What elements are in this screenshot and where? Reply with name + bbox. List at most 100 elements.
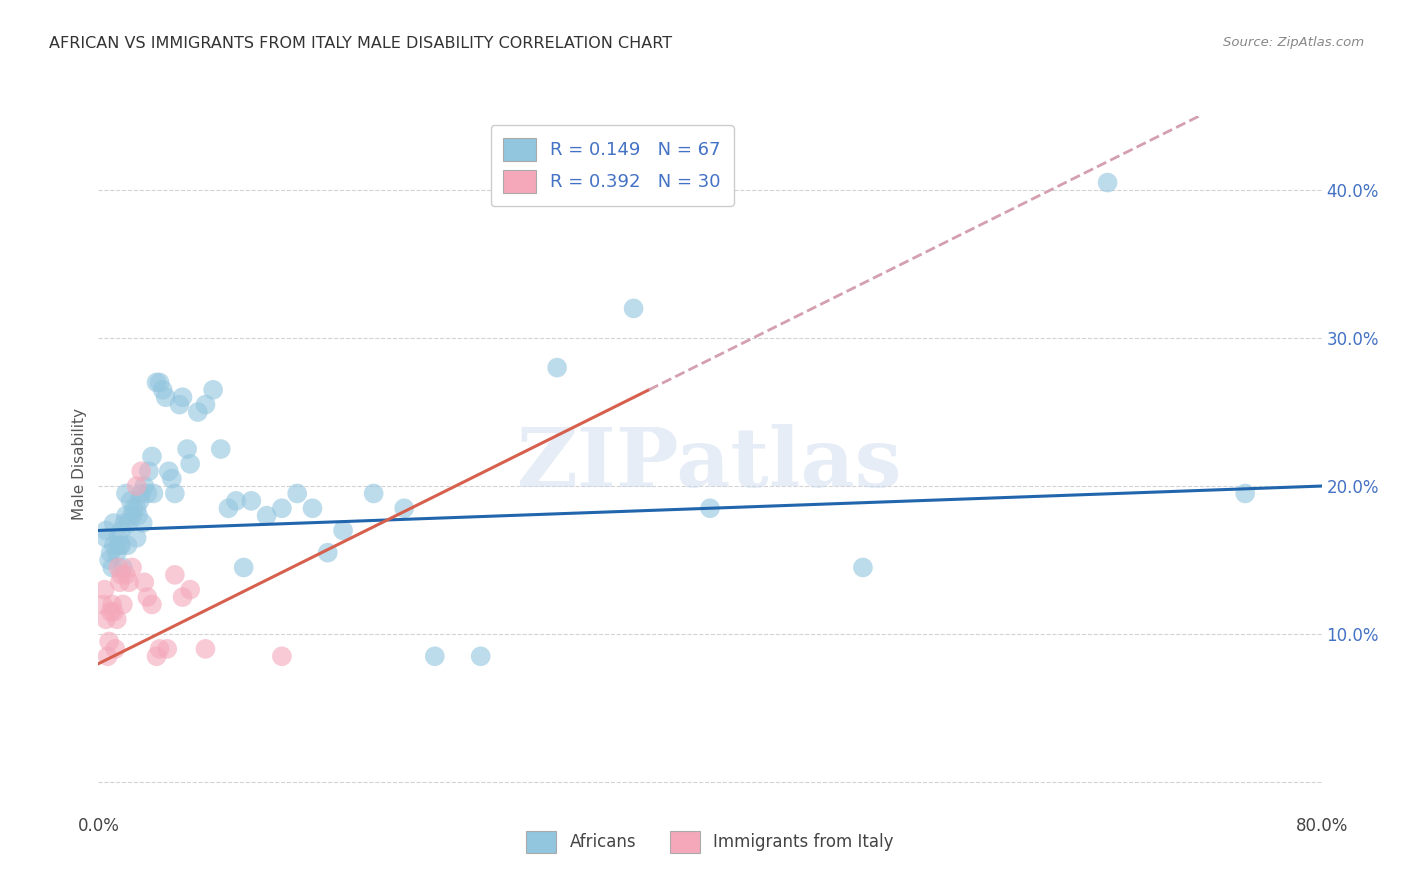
Point (104, 641, 127, 656)
Point (194, 641, 217, 656)
Point (852, 560, 875, 574)
Point (149, 641, 172, 656)
Point (256, 508, 278, 523)
Point (316, 546, 339, 560)
Point (115, 567, 138, 582)
Point (111, 560, 134, 574)
Point (136, 590, 159, 604)
Point (98, 634, 121, 648)
Point (117, 538, 139, 552)
Point (101, 560, 124, 574)
Point (240, 493, 263, 508)
Point (145, 376, 167, 390)
Point (110, 538, 132, 552)
Point (225, 493, 247, 508)
Point (105, 546, 128, 560)
Point (470, 649, 492, 664)
Point (152, 383, 174, 397)
Point (108, 538, 131, 552)
Point (97, 649, 120, 664)
Point (125, 479, 148, 493)
Point (100, 546, 122, 560)
Point (111, 598, 134, 612)
Point (93, 582, 115, 597)
Point (187, 405, 209, 419)
Point (169, 398, 191, 412)
Point (149, 376, 172, 390)
Point (142, 486, 165, 500)
Point (103, 538, 125, 552)
Point (423, 649, 446, 664)
Point (105, 612, 128, 626)
Point (217, 501, 239, 516)
Point (699, 501, 721, 516)
Point (155, 390, 177, 404)
Point (108, 575, 131, 590)
Point (134, 575, 156, 590)
Point (232, 560, 254, 574)
Point (103, 516, 125, 530)
Point (392, 501, 416, 516)
Point (138, 464, 160, 478)
Point (172, 590, 194, 604)
Point (134, 479, 156, 493)
Point (270, 649, 292, 664)
Point (94, 612, 117, 626)
Point (107, 560, 129, 574)
Point (546, 360, 568, 375)
Point (107, 531, 129, 545)
Point (160, 472, 183, 486)
Point (285, 486, 308, 500)
Point (270, 501, 292, 516)
Point (100, 605, 122, 619)
Point (157, 464, 180, 478)
Point (194, 398, 217, 412)
Point (1097, 176, 1119, 190)
Point (125, 531, 148, 545)
Point (172, 390, 194, 404)
Point (163, 486, 186, 500)
Point (115, 508, 138, 523)
Point (129, 486, 152, 500)
Point (110, 524, 132, 538)
Point (332, 524, 354, 538)
Point (120, 493, 142, 508)
Point (129, 464, 152, 478)
Point (176, 442, 198, 456)
Point (179, 457, 201, 471)
Point (127, 508, 149, 523)
Point (128, 493, 150, 508)
Point (202, 383, 225, 397)
Point (125, 501, 148, 516)
Point (179, 582, 201, 597)
Point (115, 486, 138, 500)
Point (132, 516, 155, 530)
Point (122, 501, 145, 516)
Point (121, 508, 143, 523)
Point (112, 516, 135, 530)
Point (110, 567, 132, 582)
Point (156, 641, 179, 656)
Point (94, 524, 117, 538)
Point (103, 605, 125, 619)
Point (91, 598, 114, 612)
Point (1234, 486, 1257, 500)
Point (101, 598, 124, 612)
Point (118, 575, 141, 590)
Point (145, 649, 167, 664)
Point (98, 553, 121, 567)
Text: AFRICAN VS IMMIGRANTS FROM ITALY MALE DISABILITY CORRELATION CHART: AFRICAN VS IMMIGRANTS FROM ITALY MALE DI… (49, 36, 672, 51)
Point (118, 516, 141, 530)
Point (163, 567, 186, 582)
Point (623, 301, 645, 316)
Y-axis label: Male Disability: Male Disability (72, 408, 87, 520)
Point (121, 560, 143, 574)
Legend: Africans, Immigrants from Italy: Africans, Immigrants from Italy (516, 822, 904, 863)
Point (363, 486, 385, 500)
Text: ZIPatlas: ZIPatlas (517, 424, 903, 504)
Text: Source: ZipAtlas.com: Source: ZipAtlas.com (1223, 36, 1364, 49)
Point (209, 442, 232, 456)
Point (94, 531, 117, 545)
Point (141, 450, 163, 464)
Point (141, 598, 163, 612)
